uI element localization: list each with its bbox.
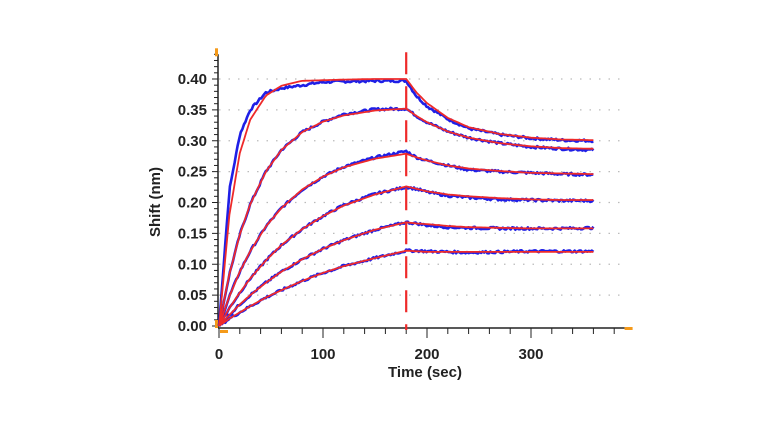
y-tick-label: 0.30 [178,133,207,150]
x-tick-label: 0 [215,346,223,363]
axes [212,48,633,338]
fit-curve-2 [218,107,594,327]
fit-curve-4 [218,185,594,327]
x-tick-label: 100 [310,346,335,363]
fit-curve-6 [218,249,594,327]
range-marker [624,327,633,330]
y-tick-label: 0.05 [178,287,207,304]
range-marker [215,48,218,57]
measured-curve-1 [217,78,594,327]
y-tick-label: 0.20 [178,195,207,212]
x-tick-label: 300 [518,346,543,363]
x-tick-label: 200 [414,346,439,363]
range-marker [220,330,228,333]
y-tick-label: 0.35 [178,102,207,119]
x-tick-labels: 0 100 200 300 [215,346,544,363]
curves [217,52,595,330]
x-axis-title: Time (sec) [388,364,462,381]
y-tick-label: 0.10 [178,256,207,273]
y-tick-label: 0.00 [178,318,207,335]
y-axis-title: Shift (nm) [147,167,164,237]
y-tick-label: 0.25 [178,164,207,181]
y-tick-labels: 0.00 0.05 0.10 0.15 0.20 0.25 0.30 0.35 … [178,71,207,335]
grid-lines [219,78,625,296]
range-marker [215,320,218,328]
y-tick-label: 0.40 [178,71,207,88]
fit-curve-3 [218,152,594,327]
fit-curve-1 [218,78,594,327]
y-tick-label: 0.15 [178,225,207,242]
